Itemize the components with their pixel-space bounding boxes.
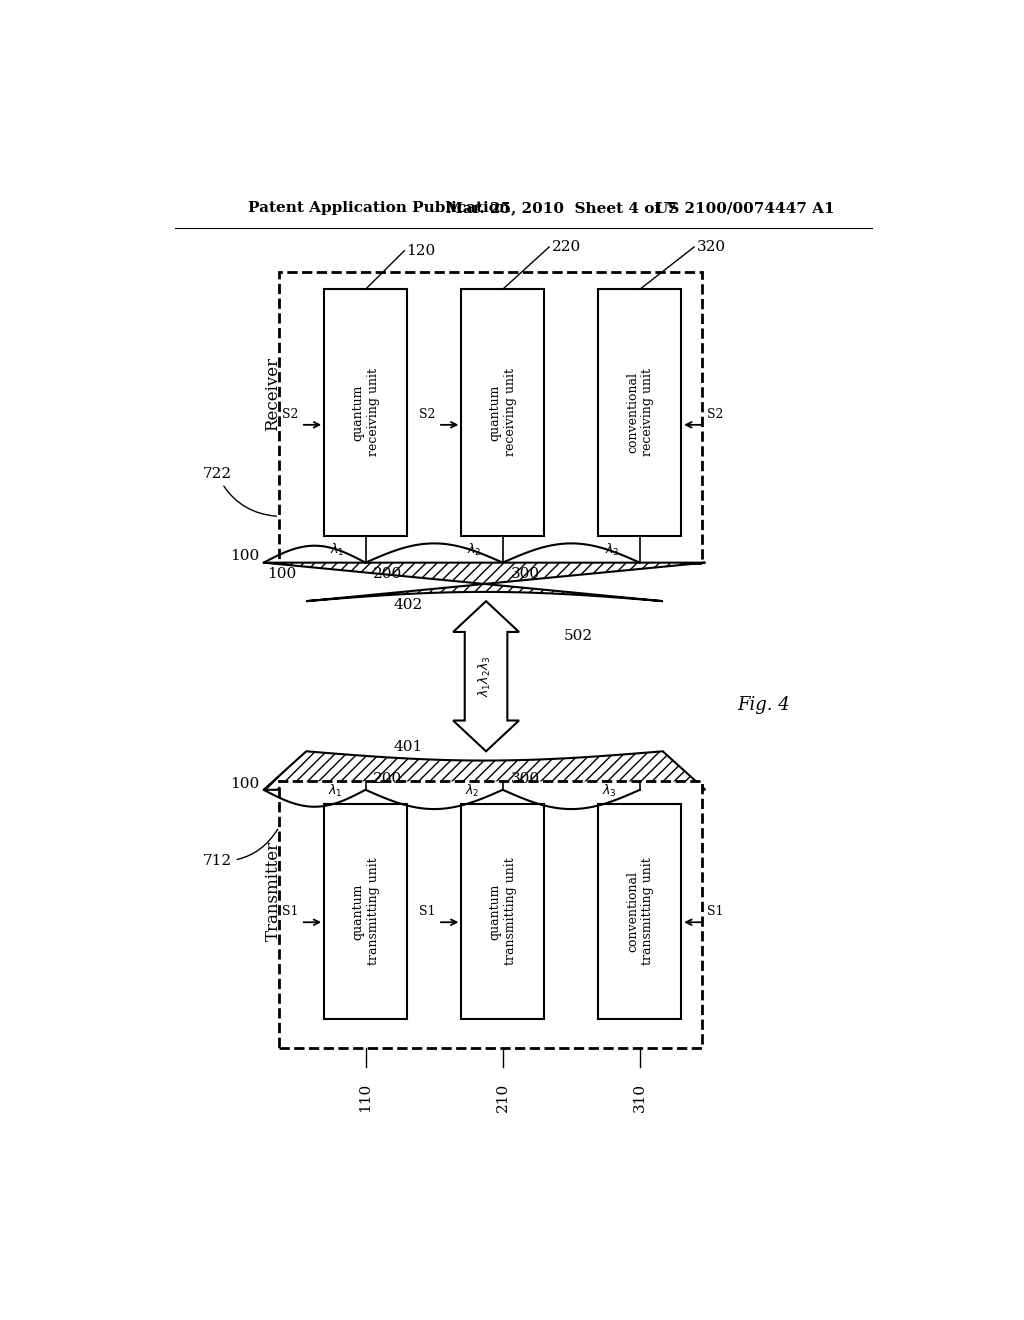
Polygon shape — [263, 751, 706, 789]
Text: 310: 310 — [633, 1082, 647, 1111]
Text: 300: 300 — [510, 566, 540, 581]
Text: $\lambda_1\lambda_2\lambda_3$: $\lambda_1\lambda_2\lambda_3$ — [476, 656, 493, 697]
Text: S1: S1 — [707, 906, 723, 917]
Text: 722: 722 — [203, 467, 276, 516]
Bar — [598, 289, 681, 536]
Text: S2: S2 — [283, 408, 299, 421]
Text: 200: 200 — [374, 566, 402, 581]
Text: 712: 712 — [203, 829, 278, 869]
Text: Fig. 4: Fig. 4 — [737, 696, 790, 714]
Text: Mar. 25, 2010  Sheet 4 of 7: Mar. 25, 2010 Sheet 4 of 7 — [445, 202, 677, 215]
Text: US 2100/0074447 A1: US 2100/0074447 A1 — [655, 202, 835, 215]
Text: S2: S2 — [707, 408, 723, 421]
Text: $\lambda_{3}$: $\lambda_{3}$ — [604, 541, 620, 557]
Bar — [598, 804, 681, 1019]
Text: $\lambda_{2}$: $\lambda_{2}$ — [465, 783, 479, 800]
Polygon shape — [263, 562, 706, 601]
FancyBboxPatch shape — [280, 272, 701, 562]
Text: 110: 110 — [358, 1082, 373, 1111]
FancyBboxPatch shape — [280, 780, 701, 1048]
Bar — [324, 289, 407, 536]
Text: 100: 100 — [230, 776, 260, 791]
Bar — [461, 804, 544, 1019]
Text: S1: S1 — [282, 906, 299, 917]
Text: 320: 320 — [696, 240, 726, 253]
Text: Transmitter: Transmitter — [264, 841, 282, 941]
Text: 200: 200 — [374, 772, 402, 785]
Text: 220: 220 — [552, 240, 581, 253]
Text: 502: 502 — [563, 628, 593, 643]
Text: 300: 300 — [510, 772, 540, 785]
Text: $\lambda_{2}$: $\lambda_{2}$ — [467, 541, 482, 557]
Text: 210: 210 — [496, 1082, 510, 1111]
Text: S1: S1 — [419, 906, 435, 917]
Text: 100: 100 — [267, 566, 297, 581]
Text: conventional
receiving unit: conventional receiving unit — [626, 368, 654, 457]
Text: quantum
receiving unit: quantum receiving unit — [488, 368, 517, 457]
Text: 401: 401 — [394, 741, 423, 755]
Polygon shape — [453, 601, 519, 751]
Text: quantum
receiving unit: quantum receiving unit — [351, 368, 380, 457]
Bar — [461, 289, 544, 536]
Text: quantum
transmitting unit: quantum transmitting unit — [488, 858, 517, 965]
Text: Patent Application Publication: Patent Application Publication — [248, 202, 510, 215]
Text: 120: 120 — [407, 244, 436, 257]
Text: Receiver: Receiver — [264, 358, 282, 432]
Text: $\lambda_{3}$: $\lambda_{3}$ — [602, 783, 617, 800]
Text: 402: 402 — [394, 598, 423, 612]
Text: $\lambda_{1}$: $\lambda_{1}$ — [331, 541, 345, 557]
Text: S2: S2 — [419, 408, 435, 421]
Text: quantum
transmitting unit: quantum transmitting unit — [351, 858, 380, 965]
Text: conventional
transmitting unit: conventional transmitting unit — [626, 858, 654, 965]
Text: $\lambda_{1}$: $\lambda_{1}$ — [328, 783, 343, 800]
Bar — [324, 804, 407, 1019]
Text: 100: 100 — [230, 549, 260, 564]
